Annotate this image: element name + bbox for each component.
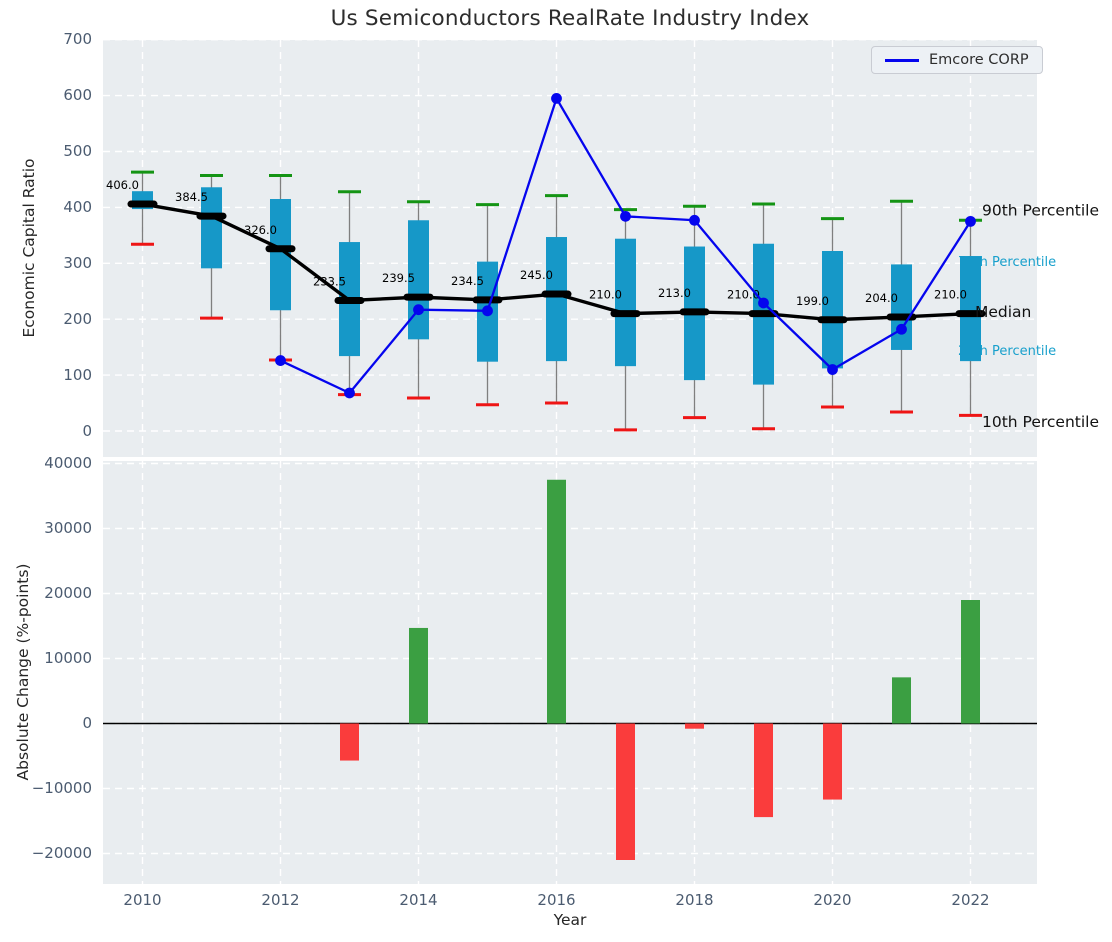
y-tick: 0 [82,421,92,440]
emcore-point-2015 [482,305,493,317]
iqr-box-2011 [201,187,222,269]
median-marker-2022 [955,310,986,318]
emcore-point-2021 [896,323,907,335]
median-marker-2015 [472,296,503,304]
bottom-plot-area [103,461,1037,884]
change-bar-2014 [409,627,428,724]
emcore-point-2019 [758,297,769,309]
x-tick: 2016 [537,891,576,909]
change-bar-2017 [616,723,635,860]
iqr-box-2021 [891,264,912,350]
median-value-label: 326.0 [244,223,277,237]
median-marker-2016 [541,290,572,298]
median-value-label: 406.0 [106,178,139,192]
median-value-label: 204.0 [865,291,898,305]
change-bar-2016 [547,479,566,724]
y-tick: 10000 [44,649,92,667]
percentile-label: Median [975,303,1031,321]
median-marker-2017 [610,310,641,318]
y-tick: 30000 [44,519,92,537]
change-bar-2018 [685,723,704,729]
percentile-label: 75th Percentile [958,255,1056,270]
median-marker-2011 [196,212,227,220]
median-value-label: 234.5 [451,274,484,288]
y-tick: 400 [63,197,92,216]
change-bar-2013 [340,723,359,761]
median-value-label: 210.0 [727,288,760,302]
percentile-label: 10th Percentile [982,413,1099,431]
y-tick: 200 [63,309,92,328]
percentile-label: 25th Percentile [958,344,1056,359]
top-plot-area: 75th Percentile 25th Percentile 406.0 384.5… [103,38,1099,457]
median-value-label: 213.0 [658,286,691,300]
x-tick: 2020 [813,891,852,909]
legend-line-swatch-icon [885,58,919,62]
y-tick: 20000 [44,584,92,602]
median-value-label: 233.5 [313,274,346,288]
iqr-box-2012 [270,199,291,311]
median-marker-2010 [127,200,158,208]
bar-chart [103,461,1037,884]
x-tick: 2018 [675,891,714,909]
x-axis-label: Year [553,911,587,929]
median-marker-2012 [265,245,296,253]
y-tick: −20000 [31,844,92,862]
median-marker-2013 [334,296,365,304]
median-value-label: 210.0 [934,288,967,302]
y-tick: 300 [63,253,92,272]
emcore-point-2017 [620,210,631,222]
iqr-box-2022 [960,256,981,362]
y-tick: −10000 [31,779,92,797]
emcore-point-2018 [689,214,700,226]
emcore-point-2014 [413,304,424,316]
y-tick: 40000 [44,454,92,472]
median-marker-2019 [748,310,779,318]
chart-title: Us Semiconductors RealRate Industry Inde… [330,6,810,31]
emcore-point-2020 [827,364,838,375]
median-value-label: 199.0 [796,294,829,308]
legend-label: Emcore CORP [929,52,1029,68]
x-tick: 2014 [399,891,438,909]
x-tick: 2012 [261,891,300,909]
percentile-label: 90th Percentile [982,201,1099,219]
emcore-point-2022 [965,215,976,227]
y-tick: 0 [82,714,92,732]
median-marker-2018 [679,308,710,316]
change-bar-2019 [754,723,773,818]
median-value-label: 210.0 [589,288,622,302]
median-value-label: 384.5 [175,190,208,204]
median-value-label: 245.0 [520,268,553,282]
y-tick: 700 [63,30,92,49]
legend: Emcore CORP [871,46,1043,74]
emcore-point-2016 [551,92,562,104]
x-tick: 2010 [123,891,162,909]
y-tick: 500 [63,142,92,160]
emcore-point-2013 [344,387,355,399]
change-bar-2022 [961,600,980,724]
median-value-label: 239.5 [382,271,415,285]
boxplot-chart: 75th Percentile 25th Percentile 406.0 384.5… [103,38,1099,457]
iqr-box-2017 [615,238,636,367]
iqr-box-2016 [546,237,567,362]
y-tick: 600 [63,86,92,105]
change-bar-2021 [892,677,911,724]
y-tick: 100 [63,365,92,384]
median-marker-2014 [403,293,434,301]
median-marker-2020 [817,316,848,324]
iqr-box-2020 [822,251,843,369]
change-bar-2020 [823,723,842,800]
emcore-point-2012 [275,355,286,366]
x-tick: 2022 [951,891,990,909]
